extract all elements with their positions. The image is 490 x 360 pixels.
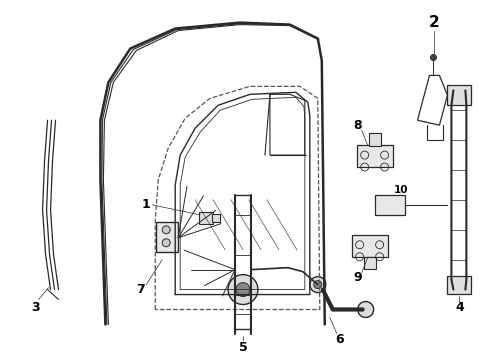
Bar (368, 133, 381, 146)
Bar (199, 212, 213, 224)
Circle shape (162, 239, 170, 247)
Text: 4: 4 (455, 301, 464, 314)
Text: 8: 8 (353, 119, 362, 132)
Circle shape (314, 280, 322, 289)
Circle shape (162, 226, 170, 234)
Circle shape (431, 54, 437, 60)
Text: 10: 10 (394, 185, 409, 195)
Text: 1: 1 (142, 198, 150, 211)
Text: 9: 9 (353, 271, 362, 284)
Circle shape (310, 276, 326, 293)
Text: 3: 3 (31, 301, 40, 314)
Circle shape (236, 283, 250, 297)
Bar (156, 222, 178, 252)
Bar (357, 145, 392, 167)
Circle shape (228, 275, 258, 305)
Text: 2: 2 (429, 15, 440, 30)
Text: 7: 7 (136, 283, 145, 296)
Bar (447, 85, 471, 105)
Bar (447, 276, 471, 293)
Bar (352, 235, 388, 257)
Text: 6: 6 (336, 333, 344, 346)
Bar (212, 214, 220, 222)
Circle shape (358, 302, 374, 318)
Bar (375, 195, 405, 215)
Bar (364, 257, 376, 269)
Text: 5: 5 (239, 341, 247, 354)
